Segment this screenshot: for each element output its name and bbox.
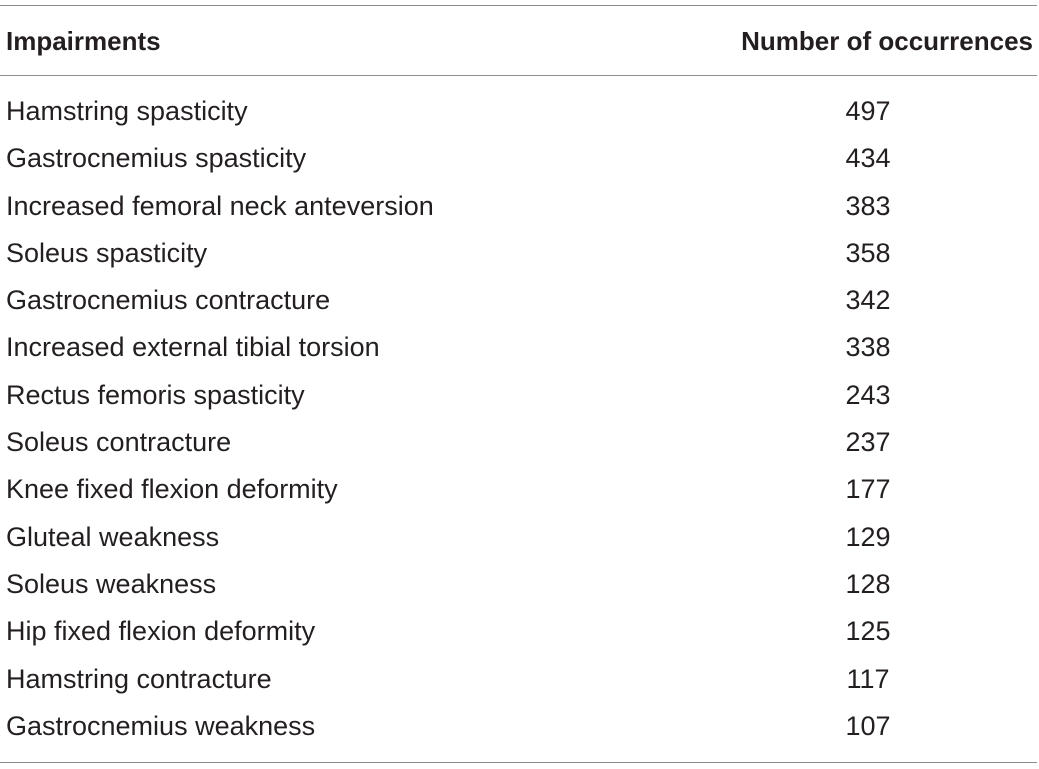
- table-row: Gastrocnemius weakness 107: [0, 703, 1039, 750]
- impairment-cell: Rectus femoris spasticity: [6, 379, 305, 410]
- impairment-cell: Hamstring contracture: [6, 663, 272, 694]
- occurrences-cell: 177: [845, 474, 891, 505]
- impairment-cell: Hamstring spasticity: [6, 96, 248, 126]
- header-number-of-occurrences: Number of occurrences: [741, 26, 1033, 56]
- table-row: Hip fixed flexion deformity 125: [0, 608, 1039, 655]
- occurrences-cell: 383: [845, 190, 891, 221]
- impairment-cell: Soleus spasticity: [6, 237, 208, 268]
- table-body: Hamstring spasticity 497 Gastrocnemius spa…: [0, 88, 1039, 750]
- impairment-cell: Increased femoral neck anteversion: [6, 190, 434, 221]
- impairment-cell: Knee fixed flexion deformity: [6, 474, 338, 505]
- impairment-cell: Increased external tibial torsion: [6, 332, 380, 363]
- table-header: Impairments Number of occurrences: [0, 26, 1039, 60]
- table-bottom-rule: [0, 762, 1037, 763]
- impairment-cell: Hip fixed flexion deformity: [6, 616, 316, 647]
- table-row: Soleus spasticity 358: [0, 230, 1039, 277]
- occurrences-cell: 338: [845, 332, 891, 363]
- table-row: Gastrocnemius spasticity 434: [0, 135, 1039, 182]
- table-row: Hamstring spasticity 497: [0, 88, 1039, 135]
- table-row: Soleus weakness 128: [0, 561, 1039, 608]
- impairment-cell: Gastrocnemius contracture: [6, 285, 331, 316]
- occurrences-cell: 434: [845, 143, 891, 174]
- impairment-cell: Soleus contracture: [6, 427, 232, 458]
- impairment-cell: Gluteal weakness: [6, 521, 220, 552]
- impairment-cell: Soleus weakness: [6, 568, 217, 599]
- table-row: Hamstring contracture 117: [0, 656, 1039, 703]
- table-row: Gastrocnemius contracture 342: [0, 277, 1039, 324]
- occurrences-cell: 117: [846, 663, 890, 694]
- impairment-cell: Gastrocnemius weakness: [6, 710, 316, 741]
- table-row: Soleus contracture 237: [0, 419, 1039, 466]
- occurrences-cell: 237: [845, 427, 891, 458]
- table-row: Knee fixed flexion deformity 177: [0, 466, 1039, 513]
- table-header-rule: [0, 75, 1037, 76]
- table-top-rule: [0, 5, 1037, 6]
- occurrences-cell: 497: [845, 96, 891, 126]
- occurrences-cell: 107: [845, 710, 891, 741]
- table-row: Increased femoral neck anteversion 383: [0, 183, 1039, 230]
- impairment-cell: Gastrocnemius spasticity: [6, 143, 307, 174]
- table-row: Gluteal weakness 129: [0, 514, 1039, 561]
- occurrences-cell: 358: [845, 237, 891, 268]
- header-impairments: Impairments: [6, 26, 161, 56]
- occurrences-cell: 125: [845, 616, 891, 647]
- occurrences-cell: 243: [845, 379, 891, 410]
- table-row: Increased external tibial torsion 338: [0, 324, 1039, 371]
- occurrences-cell: 342: [845, 285, 891, 316]
- occurrences-cell: 128: [845, 568, 891, 599]
- table-row: Rectus femoris spasticity 243: [0, 372, 1039, 419]
- occurrences-cell: 129: [845, 521, 891, 552]
